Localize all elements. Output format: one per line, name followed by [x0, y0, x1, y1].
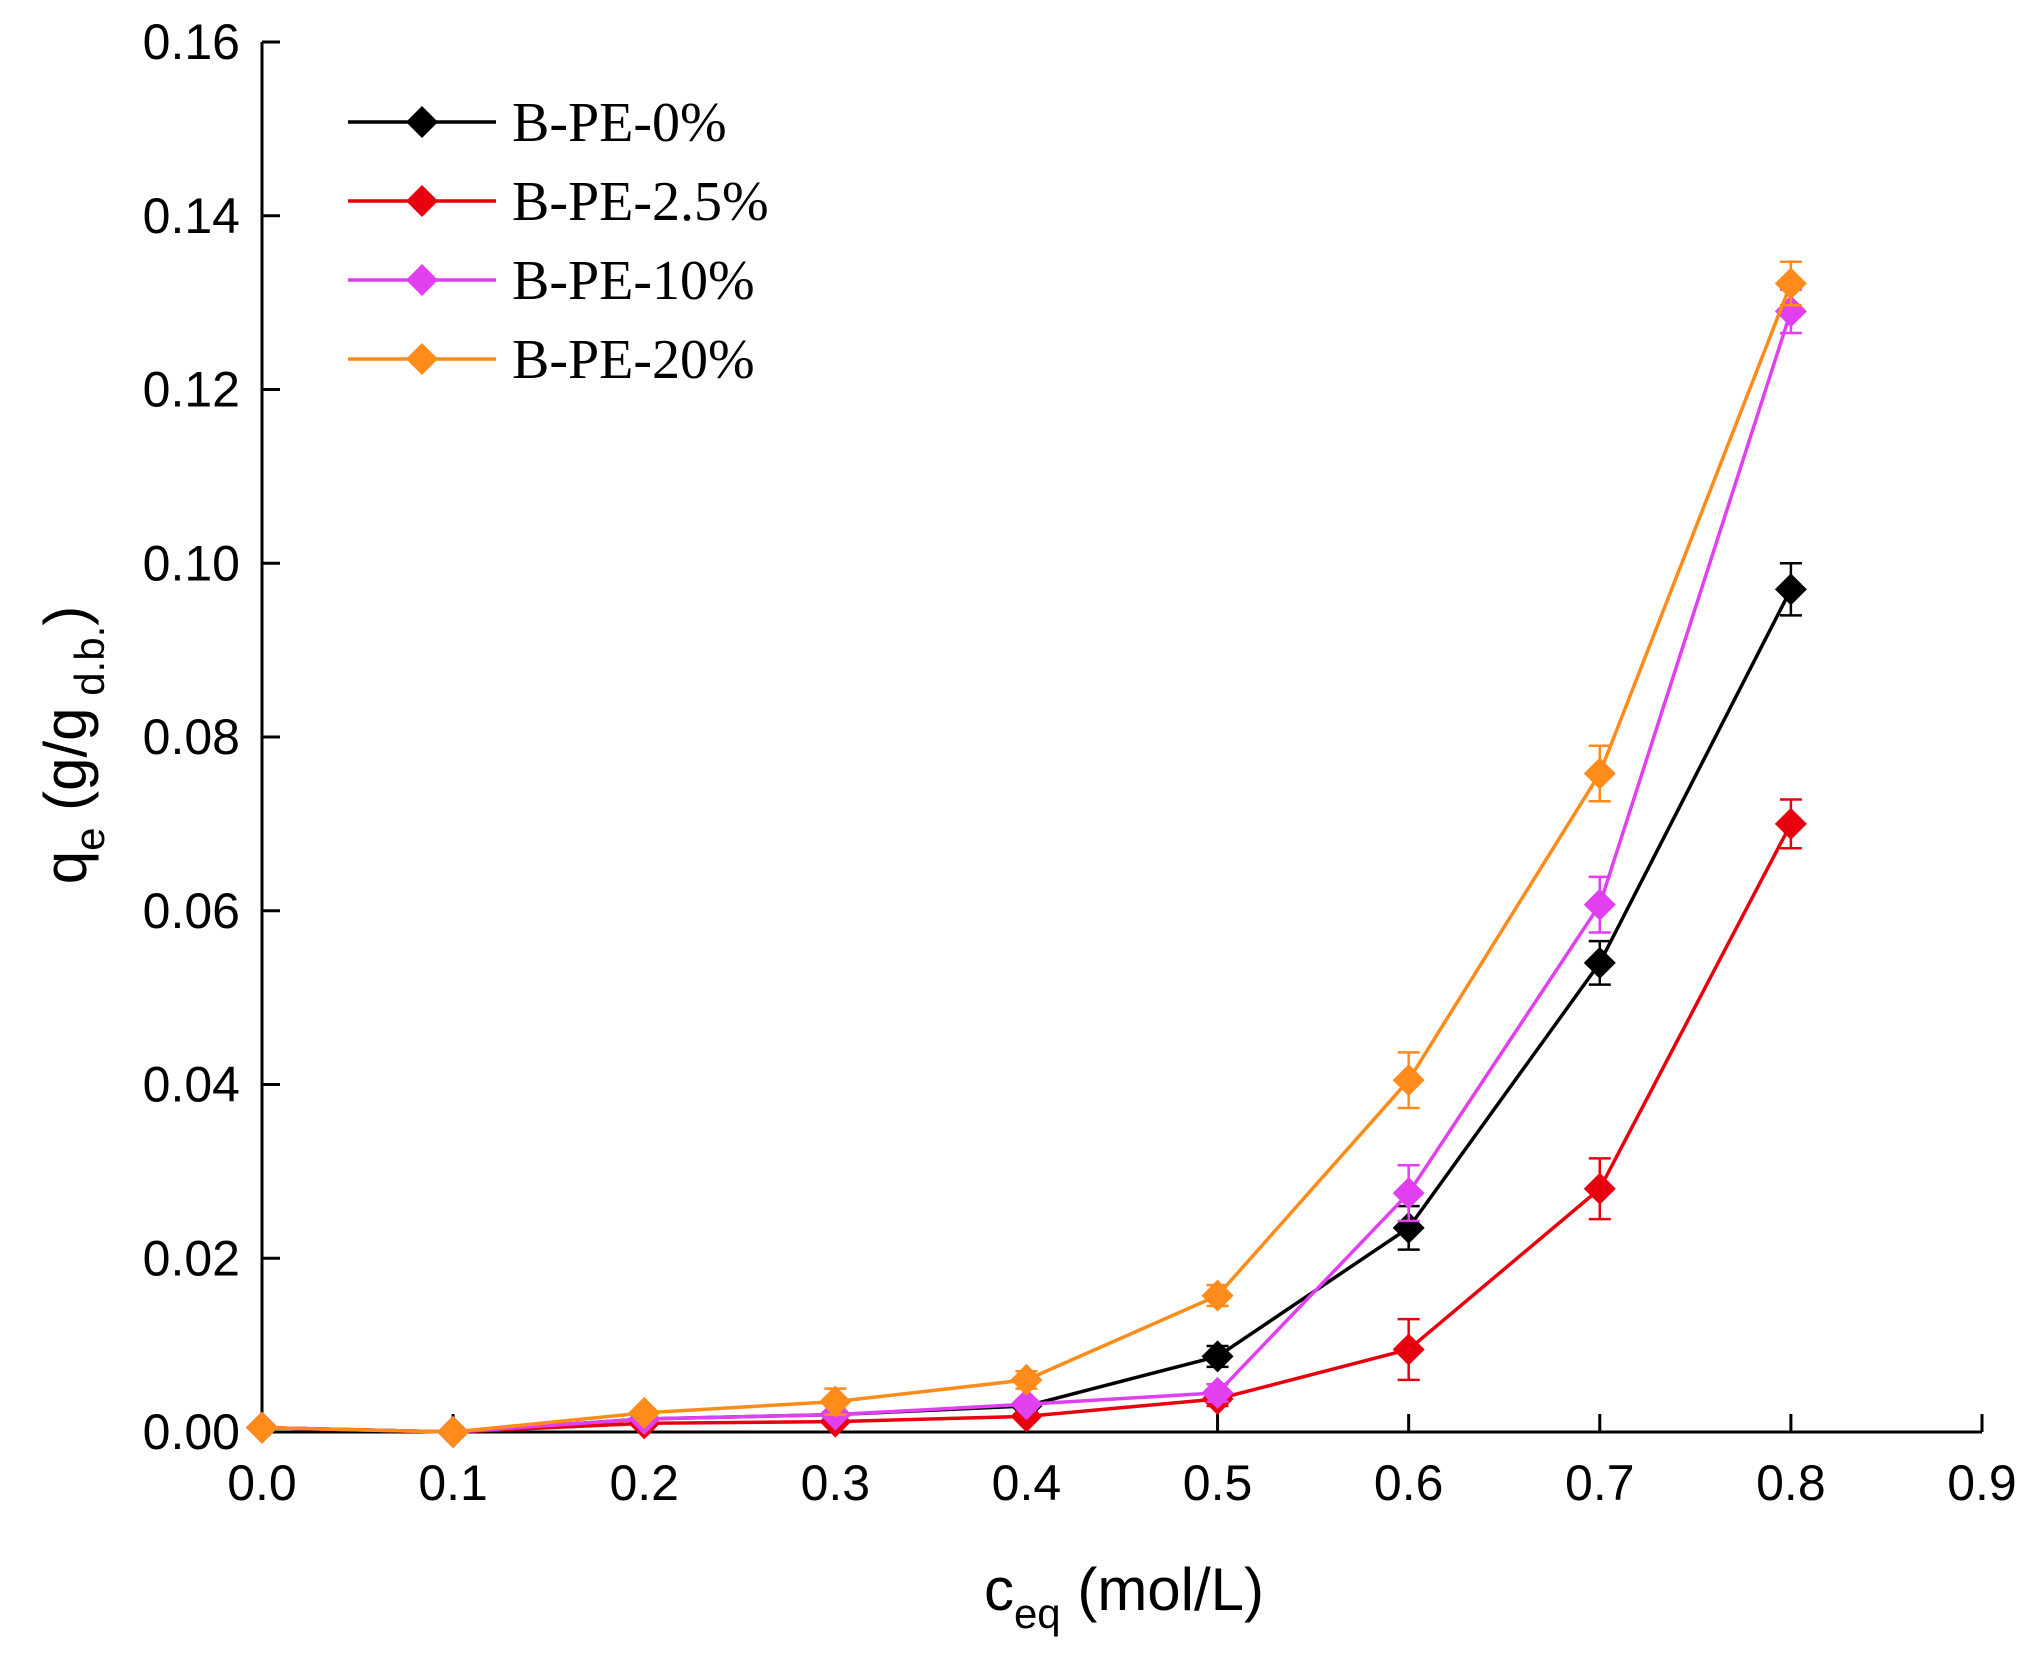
data-point [1583, 1172, 1616, 1205]
series-B-PE-20% [246, 260, 1807, 1448]
series-line [261, 282, 1793, 1434]
series-line [261, 310, 1793, 1434]
y-tick-label: 0.16 [143, 14, 240, 70]
legend-marker [406, 185, 438, 217]
axes: 0.00 0.02 0.04 0.06 0.08 0.10 0.12 0.14 0.16 0.0 0… [143, 14, 2017, 1511]
series-B-PE-2.5% [246, 798, 1807, 1448]
data-point [246, 1411, 278, 1444]
series-B-PE-0% [246, 562, 1807, 1448]
y-tick-label: 0.02 [143, 1230, 240, 1286]
y-tick-label: 0.06 [143, 883, 240, 939]
data-point [1201, 1376, 1234, 1409]
x-axis-title: ceq (mol/L) [984, 1556, 1264, 1637]
series-B-PE-10% [246, 288, 1807, 1448]
data-point [1774, 267, 1807, 300]
legend-marker [406, 343, 438, 375]
x-tick-label: 0.0 [227, 1455, 297, 1511]
y-tick-label: 0.14 [143, 188, 240, 244]
x-tick-label: 0.1 [418, 1455, 488, 1511]
legend-label: B-PE-20% [512, 329, 755, 391]
legend-label: B-PE-0% [512, 92, 727, 154]
x-tick-label: 0.5 [1183, 1455, 1253, 1511]
y-tick-label: 0.12 [143, 362, 240, 418]
x-tick-label: 0.3 [801, 1455, 871, 1511]
x-tick-label: 0.7 [1565, 1455, 1635, 1511]
y-tick-label: 0.04 [143, 1057, 240, 1113]
y-tick-label: 0.00 [143, 1404, 240, 1460]
data-point [1010, 1388, 1043, 1421]
data-point [1201, 1340, 1234, 1373]
x-tick-label: 0.8 [1756, 1455, 1826, 1511]
data-point [1774, 807, 1807, 840]
y-tick-label: 0.08 [143, 709, 240, 765]
x-tick-label: 0.6 [1374, 1455, 1444, 1511]
data-point [1010, 1363, 1043, 1396]
data-point [1583, 946, 1616, 979]
x-tick-label: 0.4 [992, 1455, 1062, 1511]
series-line [261, 588, 1793, 1434]
y-axis-title: qe (g/g d.b.) [32, 606, 113, 885]
data-point [819, 1385, 852, 1418]
data-point [1583, 757, 1616, 790]
series-layer [246, 260, 1807, 1448]
legend-label: B-PE-10% [512, 250, 755, 312]
y-tick-label: 0.10 [143, 535, 240, 591]
data-point [1201, 1279, 1234, 1312]
data-point [1392, 1064, 1425, 1097]
legend-marker [406, 106, 438, 138]
data-point [1774, 573, 1807, 606]
data-point [628, 1396, 661, 1429]
data-point [437, 1416, 470, 1448]
data-point [1392, 1177, 1425, 1210]
data-point [1583, 888, 1616, 921]
legend: B-PE-0% B-PE-2.5% B-PE-10% B-PE-20% [348, 92, 769, 391]
x-tick-label: 0.9 [1947, 1455, 2017, 1511]
legend-label: B-PE-2.5% [512, 171, 769, 233]
series-line [261, 823, 1793, 1434]
data-point [1392, 1333, 1425, 1366]
legend-marker [406, 264, 438, 296]
x-tick-label: 0.2 [609, 1455, 679, 1511]
